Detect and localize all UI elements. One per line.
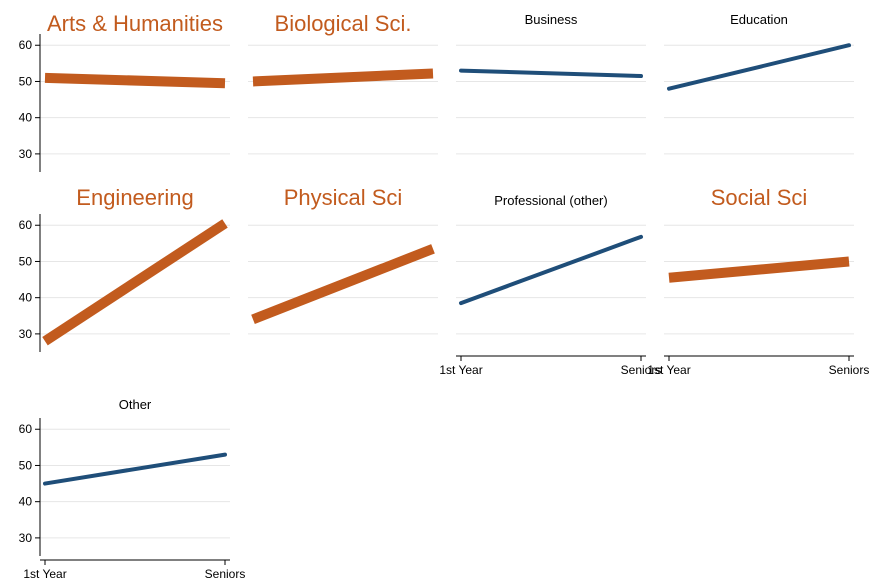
panel-title: Professional (other)	[494, 193, 607, 208]
x-tick-label: 1st Year	[439, 363, 482, 377]
y-tick-label: 40	[19, 495, 33, 509]
y-tick-label: 60	[19, 38, 33, 52]
y-tick-label: 50	[19, 74, 33, 88]
y-tick-label: 60	[19, 218, 33, 232]
x-tick-label: 1st Year	[23, 567, 66, 581]
x-tick-label: Seniors	[829, 363, 870, 377]
series-line	[459, 68, 643, 79]
y-tick-label: 50	[19, 254, 33, 268]
y-tick-label: 30	[19, 531, 33, 545]
series-line	[42, 219, 228, 346]
panel-title: Business	[525, 12, 578, 27]
panel-title: Biological Sci.	[275, 11, 412, 36]
panel-title: Social Sci	[711, 185, 808, 210]
x-tick-label: Seniors	[621, 363, 662, 377]
series-line	[252, 68, 434, 87]
series-line	[43, 452, 227, 486]
x-tick-label: Seniors	[205, 567, 246, 581]
panel-title: Other	[119, 397, 152, 412]
series-line	[667, 43, 851, 91]
panel-title: Education	[730, 12, 788, 27]
x-tick-label: 1st Year	[647, 363, 690, 377]
series-line	[251, 244, 435, 325]
y-tick-label: 40	[19, 291, 33, 305]
y-tick-label: 30	[19, 147, 33, 161]
y-tick-label: 60	[19, 422, 33, 436]
y-tick-label: 50	[19, 458, 33, 472]
series-line	[668, 256, 850, 283]
series-line	[44, 72, 226, 89]
y-tick-label: 30	[19, 327, 33, 341]
series-line	[459, 234, 643, 306]
panel-title: Physical Sci	[284, 185, 403, 210]
panel-title: Engineering	[76, 185, 193, 210]
y-tick-label: 40	[19, 111, 33, 125]
panel-title: Arts & Humanities	[47, 11, 223, 36]
